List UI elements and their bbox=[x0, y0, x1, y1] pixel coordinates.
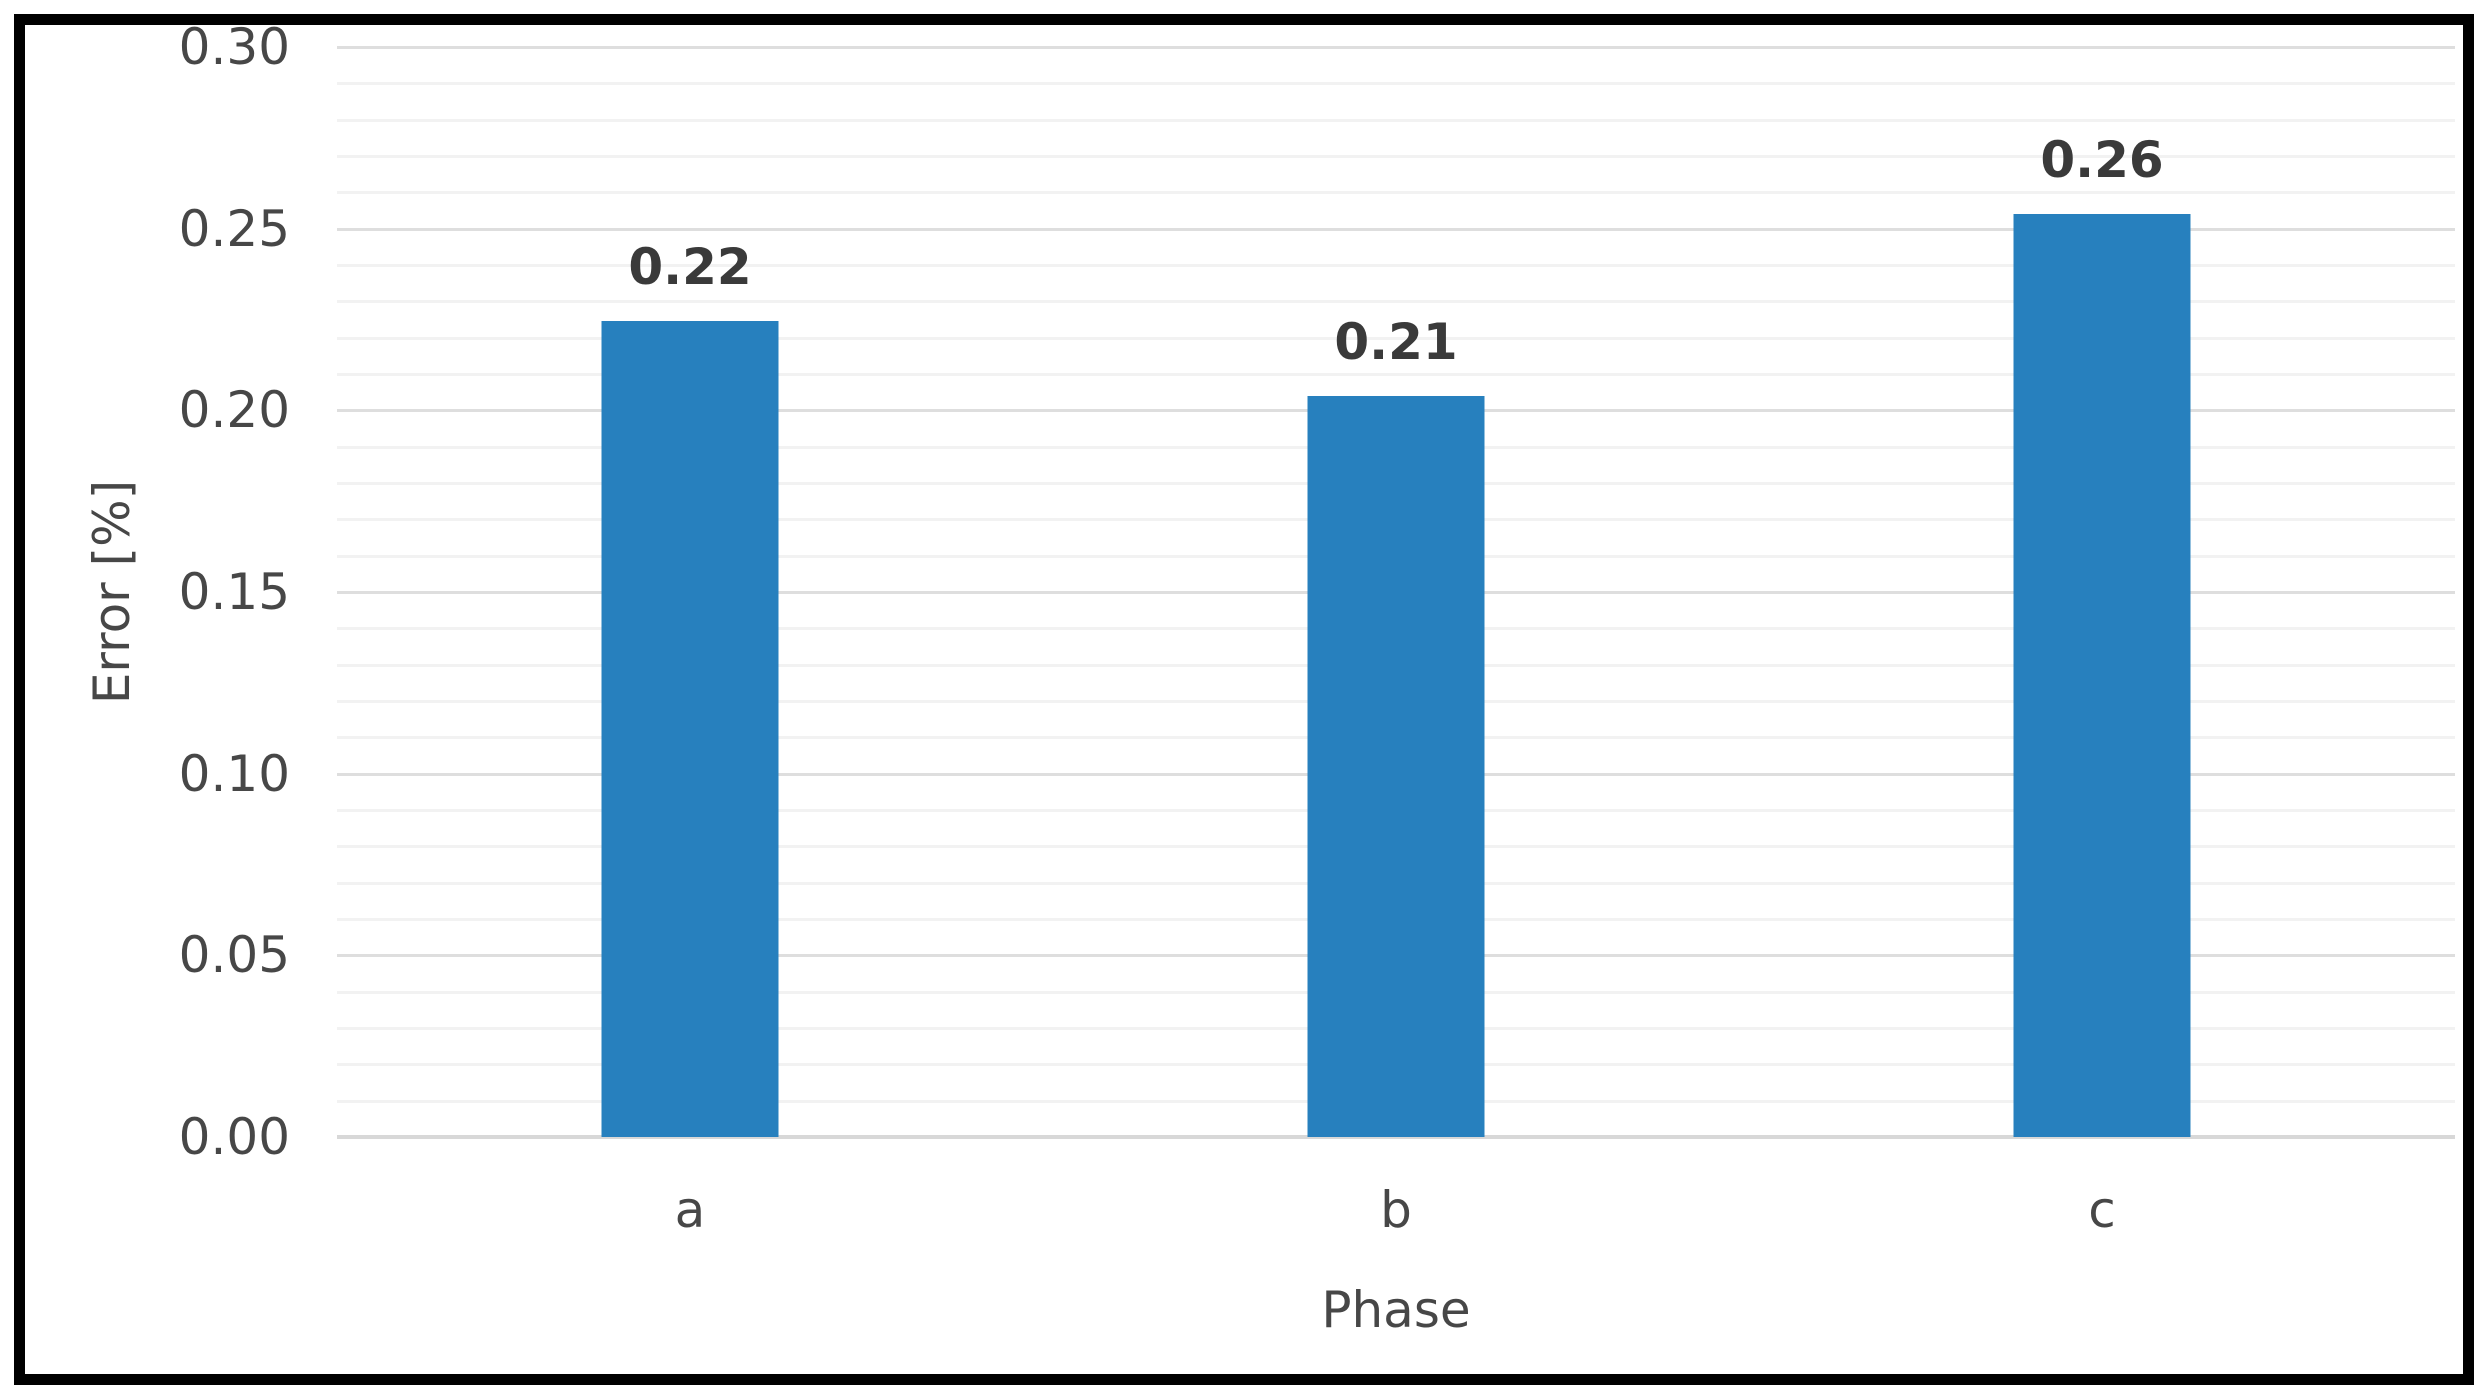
x-axis-tick-label-a: a bbox=[674, 1181, 706, 1239]
gridline-minor bbox=[337, 336, 2455, 340]
bar-slot-b: 0.21 bbox=[1043, 47, 1749, 1137]
gridline-minor bbox=[337, 118, 2455, 122]
gridline-major bbox=[337, 227, 2455, 231]
y-axis-tick-label-0.00: 0.00 bbox=[178, 1108, 290, 1166]
bar-value-label-c: 0.26 bbox=[2040, 131, 2164, 190]
gridline-minor bbox=[337, 373, 2455, 376]
plot-area: 0.22 0.21 0.26 bbox=[337, 46, 2455, 1139]
bar-c bbox=[2013, 214, 2191, 1137]
x-axis-title: Phase bbox=[1321, 1281, 1471, 1339]
bar-value-label-a: 0.22 bbox=[628, 238, 752, 297]
bar-value-label-b: 0.21 bbox=[1334, 312, 1458, 371]
gridline-minor bbox=[337, 82, 2455, 86]
gridline-minor bbox=[337, 300, 2455, 304]
bar-b bbox=[1307, 395, 1485, 1137]
x-axis-tick-label-b: b bbox=[1380, 1181, 1412, 1239]
y-axis-tick-label-0.30: 0.30 bbox=[178, 18, 290, 76]
x-axis-line bbox=[337, 1135, 2455, 1139]
y-axis-tick-label-0.10: 0.10 bbox=[178, 744, 290, 803]
y-axis-tick-label-0.15: 0.15 bbox=[178, 563, 290, 621]
bar-slot-a: 0.22 bbox=[337, 47, 1043, 1137]
gridline-minor bbox=[337, 264, 2455, 267]
bar-slot-c: 0.26 bbox=[1749, 47, 2455, 1137]
y-axis-tick-label-0.25: 0.25 bbox=[178, 199, 290, 258]
gridline-minor bbox=[337, 191, 2455, 195]
gridline-major bbox=[337, 46, 2455, 49]
y-axis-tick-label-0.05: 0.05 bbox=[178, 926, 290, 985]
x-axis-tick-label-c: c bbox=[2088, 1181, 2116, 1239]
bar-a bbox=[601, 321, 779, 1137]
gridline-minor bbox=[337, 155, 2455, 158]
y-axis-tick-label-0.20: 0.20 bbox=[178, 381, 290, 440]
